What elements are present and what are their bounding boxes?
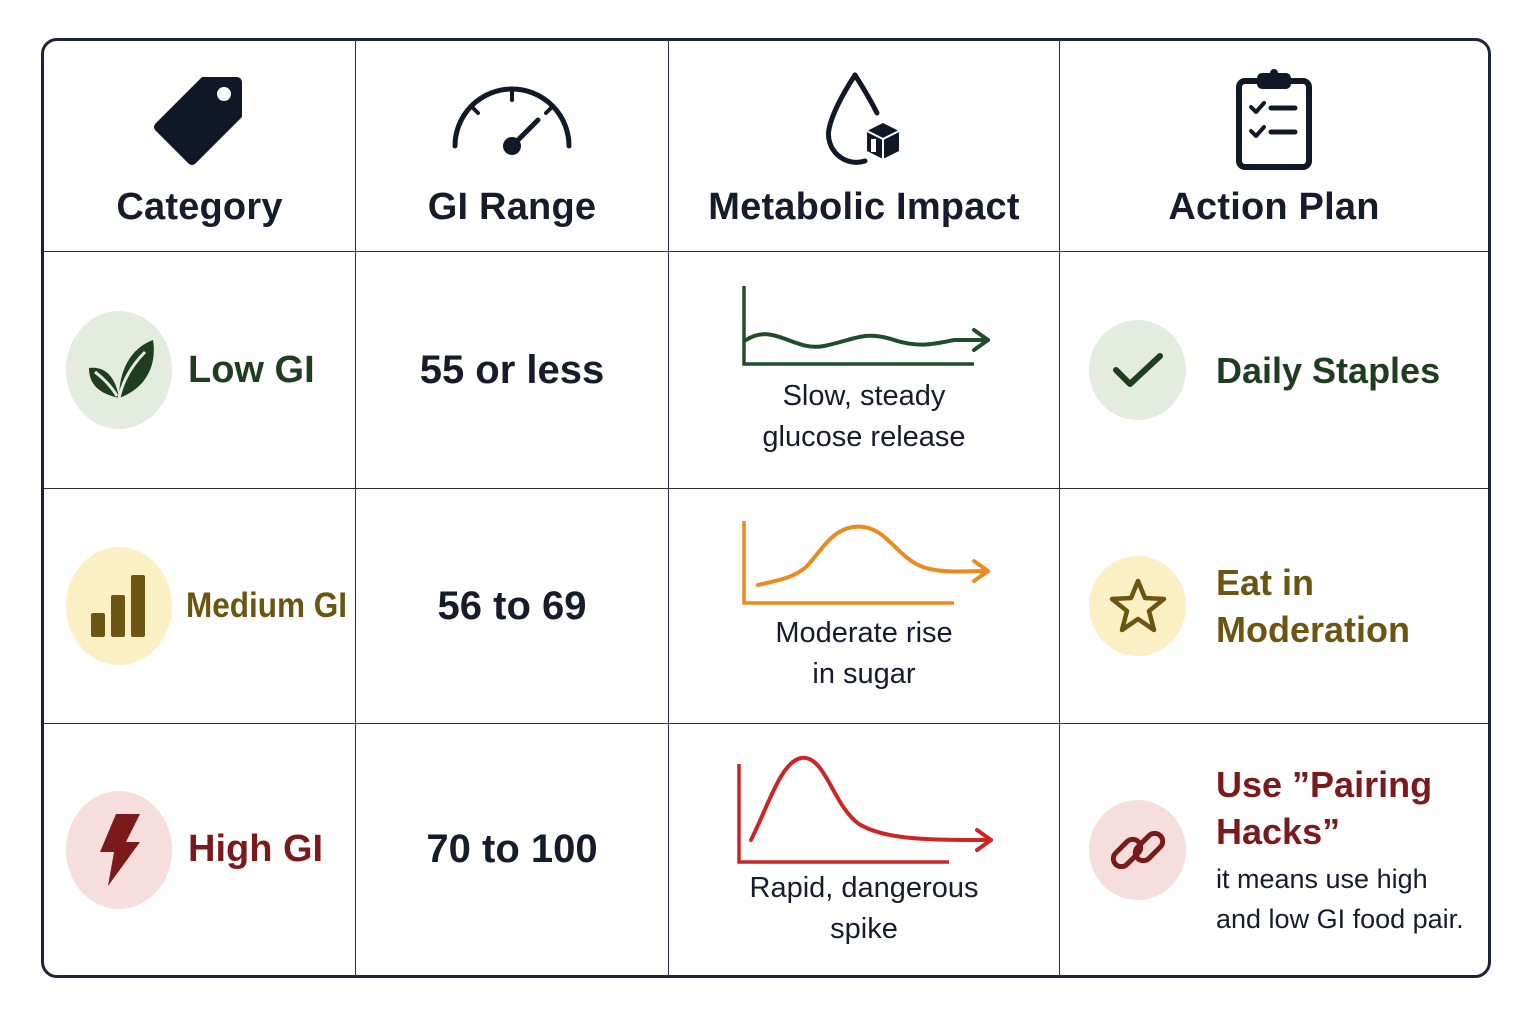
impact-line: in sugar (812, 658, 916, 690)
gi-range-medium: 56 to 69 (356, 489, 669, 724)
link-icon (1089, 799, 1186, 900)
plan-title: Eat in (1216, 562, 1315, 603)
impact-line: Rapid, dangerous (749, 872, 979, 904)
header-action-plan: Action Plan (1060, 41, 1488, 252)
drop-cube-icon (819, 41, 909, 186)
impact-line: glucose release (762, 421, 966, 453)
header-gi-range: GI Range (356, 41, 669, 252)
moderate-hump-curve (742, 521, 990, 605)
category-cell-high: High GI (44, 724, 356, 975)
plan-cell-medium: Eat in Moderation (1060, 489, 1488, 724)
plan-cell-low: Daily Staples (1060, 252, 1488, 489)
gauge-icon (447, 41, 577, 186)
plan-title: Moderation (1216, 609, 1410, 650)
impact-line: Slow, steady (782, 380, 946, 412)
tag-icon (150, 41, 250, 186)
plan-cell-high: Use ”Pairing Hacks” it means use high an… (1060, 724, 1488, 975)
category-label: Medium GI (186, 586, 348, 625)
impact-cell-low: Slow, steady glucose release (669, 252, 1060, 489)
bar-chart-icon (66, 547, 172, 665)
star-icon (1089, 556, 1186, 656)
category-label: High GI (188, 828, 324, 870)
check-icon (1089, 320, 1186, 420)
category-label: Low GI (188, 348, 315, 391)
category-cell-low: Low GI (44, 252, 356, 489)
header-category: Category (44, 41, 356, 252)
plan-subtext: it means use high and low GI food pair. (1216, 859, 1464, 939)
header-label: GI Range (427, 186, 597, 228)
plan-title: Daily Staples (1216, 349, 1441, 391)
leaf-icon (66, 311, 172, 429)
plan-subtext-line: and low GI food pair. (1216, 903, 1464, 934)
impact-cell-high: Rapid, dangerous spike (669, 724, 1060, 975)
gi-range-high: 70 to 100 (356, 724, 669, 975)
glycemic-index-table: Category GI Range Metabolic Imp (41, 38, 1491, 978)
plan-subtext-line: it means use high (1216, 863, 1428, 894)
clipboard-checklist-icon (1229, 41, 1319, 186)
impact-line: Moderate rise (775, 617, 953, 649)
header-label: Action Plan (1168, 186, 1380, 228)
category-cell-medium: Medium GI (44, 489, 356, 724)
impact-description: Moderate rise in sugar (775, 613, 952, 695)
gi-range-low: 55 or less (356, 252, 669, 489)
header-label: Category (116, 186, 283, 228)
plan-text: Use ”Pairing Hacks” it means use high an… (1216, 761, 1464, 939)
steady-wave-curve (742, 286, 990, 366)
header-label: Metabolic Impact (708, 186, 1020, 228)
impact-description: Rapid, dangerous spike (750, 868, 979, 950)
plan-text: Eat in Moderation (1216, 559, 1410, 653)
plan-title: Use ”Pairing (1216, 763, 1433, 805)
header-metabolic-impact: Metabolic Impact (669, 41, 1060, 252)
plan-text: Daily Staples (1216, 347, 1440, 394)
plan-title: Hacks” (1216, 810, 1341, 852)
lightning-icon (66, 790, 172, 909)
sharp-spike-curve (737, 755, 993, 864)
impact-description: Slow, steady glucose release (762, 376, 965, 458)
impact-line: spike (830, 913, 898, 945)
impact-cell-medium: Moderate rise in sugar (669, 489, 1060, 724)
